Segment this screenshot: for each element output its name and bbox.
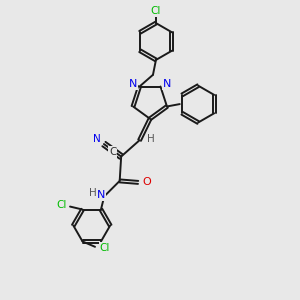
Text: Cl: Cl [99,243,110,253]
Text: N: N [93,134,101,144]
Text: H: H [89,188,97,198]
Text: N: N [129,79,137,89]
Text: Cl: Cl [56,200,66,210]
Text: Cl: Cl [151,6,161,16]
Text: N: N [163,79,171,89]
Text: O: O [142,177,151,188]
Text: C: C [109,147,116,157]
Text: N: N [97,190,105,200]
Text: H: H [147,134,155,144]
